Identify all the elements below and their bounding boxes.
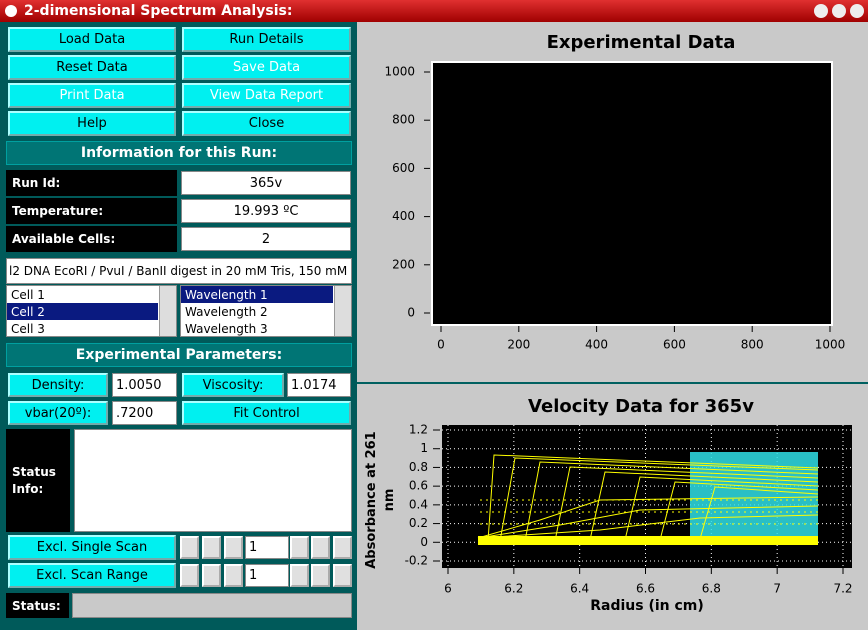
- spin-up[interactable]: [311, 564, 330, 587]
- minimize[interactable]: [814, 4, 828, 18]
- spin-up[interactable]: [311, 536, 330, 559]
- scan-baseline: [478, 536, 818, 545]
- spin-up[interactable]: [333, 564, 352, 587]
- spin-down[interactable]: [180, 564, 199, 587]
- close-window[interactable]: [850, 4, 864, 18]
- field-value: .7200: [112, 401, 177, 425]
- button[interactable]: Excl. Single Scan: [8, 535, 176, 560]
- y-tick-label: 600: [392, 161, 415, 175]
- button[interactable]: Save Data: [182, 55, 351, 80]
- scrollbar[interactable]: [159, 286, 176, 336]
- scan-curves: [477, 452, 819, 545]
- spin-down[interactable]: [224, 564, 243, 587]
- spin-down[interactable]: [180, 536, 199, 559]
- button[interactable]: Reset Data: [8, 55, 176, 80]
- y-tick-label: 0: [420, 535, 428, 549]
- button[interactable]: Excl. Scan Range: [8, 563, 176, 588]
- scrollbar[interactable]: [334, 286, 351, 336]
- button[interactable]: Viscosity:: [182, 373, 284, 397]
- button[interactable]: Close: [182, 111, 351, 136]
- y-tick-label: 0.2: [409, 516, 428, 530]
- list-item[interactable]: Wavelength 1: [181, 286, 333, 303]
- spin-up[interactable]: [290, 564, 309, 587]
- status-field: [72, 593, 352, 618]
- list-item[interactable]: Cell 1: [11, 287, 45, 302]
- button[interactable]: Help: [8, 111, 176, 136]
- status-text: [74, 429, 352, 532]
- field-value: 19.993 ºC: [181, 199, 351, 223]
- button[interactable]: View Data Report: [182, 83, 351, 108]
- spin-up[interactable]: [333, 536, 352, 559]
- button[interactable]: Fit Control: [182, 401, 351, 425]
- x-tick-label: 6.6: [636, 582, 655, 596]
- y-tick-label: 200: [392, 257, 415, 271]
- divider: [357, 382, 868, 384]
- scan: [477, 496, 819, 539]
- section-header: Information for this Run:: [6, 141, 352, 165]
- x-tick-label: 6: [444, 582, 452, 596]
- y-tick-label: 1000: [384, 65, 415, 79]
- field-label: Temperature:: [6, 198, 177, 224]
- app-icon: [5, 5, 17, 17]
- x-tick-label: 1000: [815, 338, 846, 352]
- description: l2 DNA EcoRI / PvuI / BanII digest in 20…: [6, 258, 352, 284]
- spin-down[interactable]: [202, 536, 221, 559]
- y-tick-label: 0.8: [409, 460, 428, 474]
- list-item[interactable]: Cell 3: [11, 321, 45, 336]
- button[interactable]: Print Data: [8, 83, 176, 108]
- list-item[interactable]: Wavelength 2: [185, 304, 268, 319]
- maximize[interactable]: [832, 4, 846, 18]
- x-tick-label: 6.4: [570, 582, 589, 596]
- y-tick-label: 800: [392, 113, 415, 127]
- y-tick-label: 400: [392, 209, 415, 223]
- list-item[interactable]: Wavelength 3: [185, 321, 268, 336]
- spin-value: 1: [245, 564, 289, 587]
- field-value: 365v: [181, 171, 351, 195]
- scan: [480, 499, 818, 525]
- chart-title: Velocity Data for 365v: [528, 396, 754, 417]
- x-tick-label: 0: [437, 338, 445, 352]
- scan: [477, 505, 819, 539]
- spin-value: 1: [245, 536, 289, 559]
- chart-title: Experimental Data: [547, 32, 736, 53]
- button[interactable]: Load Data: [8, 27, 176, 52]
- spin-up[interactable]: [290, 536, 309, 559]
- x-tick-label: 6.8: [702, 582, 721, 596]
- x-tick-label: 800: [741, 338, 764, 352]
- field-label: Status Info:: [6, 429, 70, 532]
- y-tick-label: 1.2: [409, 423, 428, 437]
- list-item[interactable]: Cell 2: [7, 303, 158, 320]
- x-tick-label: 7: [773, 582, 781, 596]
- x-tick-label: 7.2: [833, 582, 852, 596]
- button[interactable]: Density:: [8, 373, 108, 397]
- window-title: 2-dimensional Spectrum Analysis:: [24, 3, 293, 19]
- field-value: 1.0174: [287, 373, 351, 397]
- x-axis-label: Radius (in cm): [590, 598, 704, 614]
- field-value: 1.0050: [112, 373, 177, 397]
- button[interactable]: Run Details: [182, 27, 351, 52]
- x-tick-label: 6.2: [504, 582, 523, 596]
- experimental-canvas: [431, 61, 833, 326]
- spin-down[interactable]: [224, 536, 243, 559]
- x-tick-label: 400: [585, 338, 608, 352]
- y-tick-label: 0: [407, 306, 415, 320]
- y-tick-label: -0.2: [405, 554, 428, 568]
- y-tick-label: 0.4: [409, 497, 428, 511]
- section-header: Experimental Parameters:: [6, 343, 352, 367]
- y-axis-label: Absorbance at 261 nm: [364, 431, 397, 569]
- field-label: Status:: [6, 593, 69, 618]
- spin-down[interactable]: [202, 564, 221, 587]
- button[interactable]: vbar(20º):: [8, 401, 108, 425]
- y-tick-label: 0.6: [409, 479, 428, 493]
- x-tick-label: 600: [663, 338, 686, 352]
- field-label: Run Id:: [6, 170, 177, 196]
- field-value: 2: [181, 227, 351, 251]
- field-label: Available Cells:: [6, 226, 177, 252]
- title-bar: 2-dimensional Spectrum Analysis:: [0, 0, 868, 22]
- x-tick-label: 200: [507, 338, 530, 352]
- y-tick-label: 1: [420, 441, 428, 455]
